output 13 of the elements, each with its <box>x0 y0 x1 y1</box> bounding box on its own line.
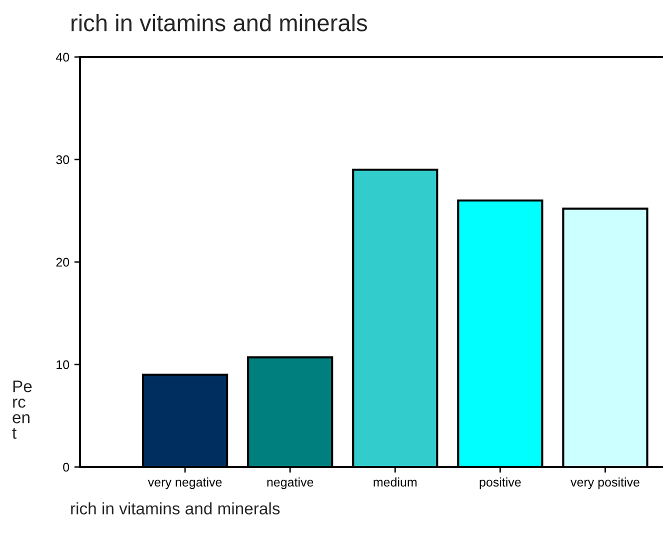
y-tick-label: 40 <box>56 52 70 62</box>
chart-title: rich in vitamins and minerals <box>72 14 368 32</box>
y-tick-label: 20 <box>56 258 70 267</box>
y-tick-label: 0 <box>63 462 70 472</box>
y-tick-label: 30 <box>56 155 70 164</box>
y-tick-label: 10 <box>56 360 70 370</box>
x-tick-label: very negative <box>148 477 222 490</box>
x-tick-label: negative <box>267 477 314 490</box>
x-axis-title: rich in vitamins and minerals <box>71 502 280 514</box>
x-tick-label: medium <box>374 477 417 487</box>
x-tick-label: positive <box>480 477 521 490</box>
x-tick-label: very positive <box>570 477 640 490</box>
y-axis-title: Percent <box>12 380 32 439</box>
